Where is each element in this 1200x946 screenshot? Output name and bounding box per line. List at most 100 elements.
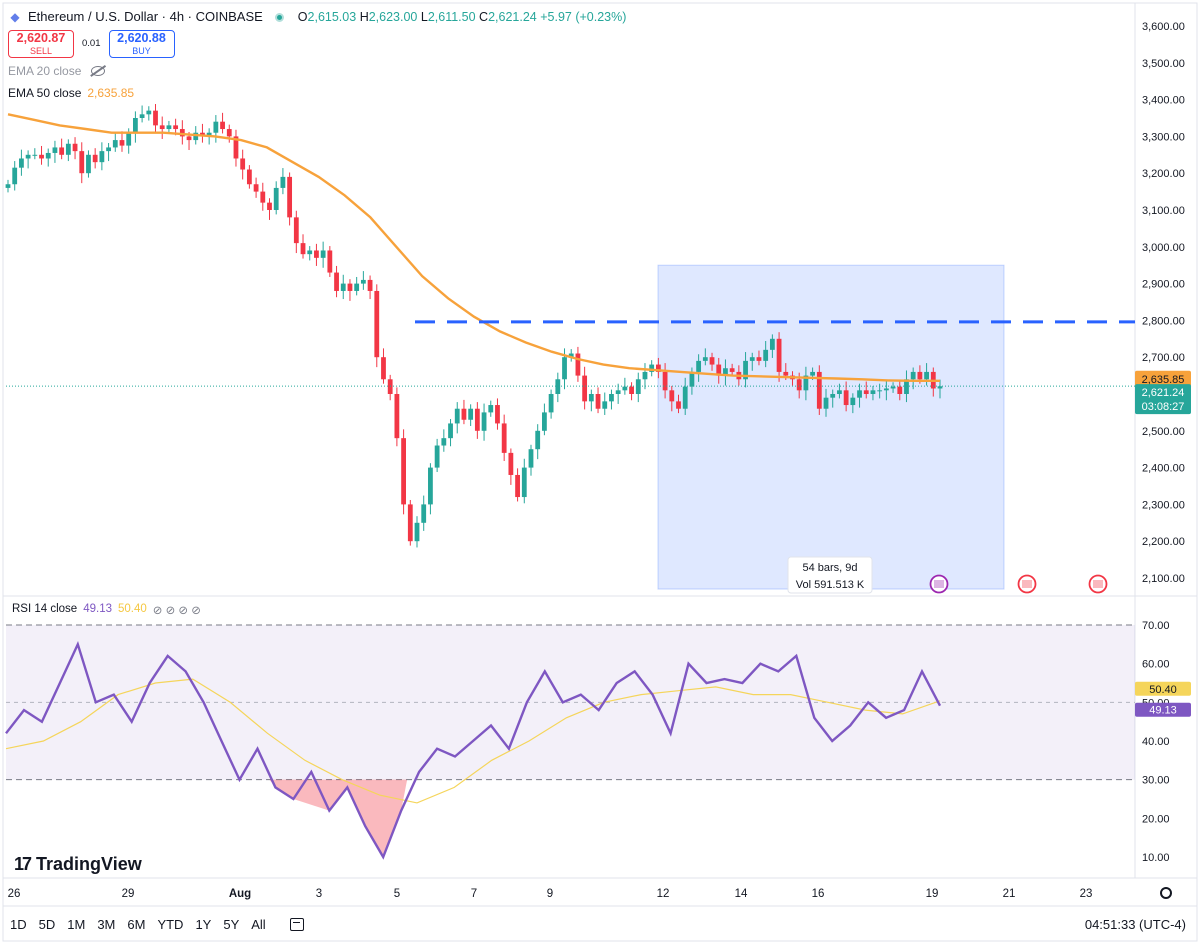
rsi-tick-label: 70.00: [1142, 620, 1170, 632]
timeframe-6m[interactable]: 6M: [127, 916, 146, 932]
market-status-icon[interactable]: [274, 12, 284, 22]
candle-body: [314, 250, 319, 258]
candle: [883, 379, 889, 401]
candle: [45, 148, 51, 167]
candle: [528, 444, 534, 476]
candle-body: [106, 147, 111, 152]
candle: [588, 389, 594, 412]
candle: [293, 210, 299, 254]
candle-body: [501, 423, 507, 453]
candle: [112, 133, 118, 152]
price-tick-label: 3,500.00: [1142, 58, 1185, 70]
tradingview-logo[interactable]: 17 TradingView: [14, 854, 142, 874]
candle-body: [260, 191, 266, 203]
range-box: [657, 264, 1005, 590]
ethereum-icon: ◆: [10, 10, 20, 24]
candle-body: [776, 338, 782, 372]
ema-50-line: [7, 113, 940, 382]
ema-price-badge: 2,635.85: [1135, 370, 1191, 387]
timeframe-3m[interactable]: 3M: [97, 916, 116, 932]
us-flag-icon-flag: [1022, 580, 1032, 588]
calendar-icon[interactable]: [289, 917, 304, 931]
candle-body: [635, 379, 641, 394]
candle: [870, 385, 876, 401]
candle-body: [173, 125, 179, 130]
candle-body: [595, 394, 601, 409]
us-flag-icon-circle: [1017, 574, 1037, 594]
candle-body: [796, 379, 802, 391]
candle-body: [890, 386, 896, 389]
price-tick-label: 3,300.00: [1142, 131, 1185, 143]
candle: [381, 348, 386, 384]
candle: [582, 366, 588, 410]
candle: [334, 265, 339, 298]
candle-body: [816, 371, 822, 409]
candle: [65, 139, 71, 162]
event-icons[interactable]: [929, 574, 1108, 594]
ema-price-badge-bg: [1135, 370, 1191, 387]
horizontal-level-line[interactable]: [6, 320, 1135, 387]
candle: [709, 352, 715, 371]
date-tick-label: 7: [471, 888, 477, 900]
timeframe-ytd[interactable]: YTD: [157, 916, 184, 932]
candle-body: [407, 504, 413, 542]
candle: [320, 241, 326, 268]
range-vol-text: Vol 591.513 K: [796, 579, 865, 591]
timeframe-5d[interactable]: 5D: [38, 916, 56, 932]
ema-20-legend[interactable]: EMA 20 close: [8, 62, 626, 80]
candle-body: [877, 390, 883, 392]
rsi-tick-label: 10.00: [1142, 852, 1170, 864]
price-tick-label: 2,400.00: [1142, 463, 1185, 475]
candle: [642, 363, 648, 390]
timeframe-1m[interactable]: 1M: [67, 916, 86, 932]
candle-body: [562, 357, 567, 380]
date-range-measure[interactable]: 54 bars, 9d Vol 591.513 K: [657, 264, 1005, 594]
eye-off-icon[interactable]: [91, 66, 106, 76]
candle-body: [25, 154, 31, 159]
candle: [823, 388, 829, 417]
candle: [515, 468, 520, 502]
clock[interactable]: 04:51:33 (UTC-4): [1084, 917, 1186, 932]
candle: [166, 120, 172, 134]
date-tick-label: 12: [657, 888, 670, 900]
candle-body: [810, 371, 816, 376]
candle: [508, 448, 514, 485]
timeframe-1y[interactable]: 1Y: [195, 916, 212, 932]
candle-body: [59, 147, 65, 155]
candle: [253, 177, 259, 198]
rsi-badge-text: 49.13: [1149, 705, 1177, 717]
sell-button[interactable]: 2,620.87 SELL: [8, 30, 74, 58]
candle-body: [153, 110, 158, 126]
candle-body: [99, 151, 105, 163]
timeframe-all[interactable]: All: [251, 916, 266, 932]
candle: [501, 414, 507, 461]
candle-body: [421, 504, 427, 523]
gear-icon[interactable]: [1160, 887, 1172, 899]
candle-body: [474, 408, 480, 431]
timeframe-5y[interactable]: 5Y: [223, 916, 240, 932]
candle-body: [709, 357, 715, 365]
candle-body: [468, 408, 474, 420]
candle: [441, 429, 447, 452]
candle: [92, 148, 98, 169]
timeframe-1d[interactable]: 1D: [10, 916, 27, 932]
candle: [72, 137, 78, 160]
candle-body: [676, 401, 681, 409]
candle-body: [461, 408, 467, 420]
candle-body: [334, 272, 339, 291]
buy-button[interactable]: 2,620.88 BUY: [108, 30, 175, 58]
candle-body: [629, 386, 634, 394]
symbol-title[interactable]: Ethereum / U.S. Dollar · 4h · COINBASE: [28, 9, 263, 24]
rsi-tick-label: 30.00: [1142, 775, 1170, 787]
candle: [240, 149, 246, 180]
ema-50-legend[interactable]: EMA 50 close 2,635.85: [8, 86, 135, 100]
candle: [86, 150, 91, 178]
lightning-event-icon-circle: [929, 574, 949, 594]
candle: [233, 129, 239, 167]
candle-body: [186, 136, 192, 141]
rsi-legend[interactable]: RSI 14 close 49.13 50.40 ⊘ ⊘ ⊘ ⊘: [12, 603, 201, 617]
candle-body: [360, 279, 366, 284]
candle-body: [743, 360, 748, 380]
candle: [676, 394, 681, 414]
